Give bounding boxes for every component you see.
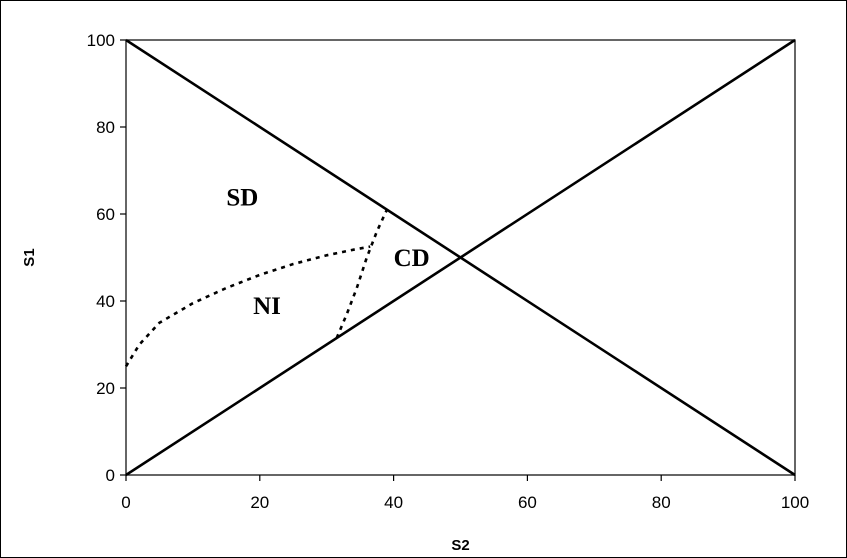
region-label-cd: CD	[394, 245, 430, 272]
plot-border	[125, 39, 796, 476]
region-label-ni: NI	[253, 293, 281, 320]
x-tick-label: 60	[518, 493, 537, 512]
x-tick-label: 40	[384, 493, 403, 512]
y-tick-label: 80	[96, 118, 115, 137]
boundary-dotted-line-2	[124, 245, 371, 367]
y-tick-label: 60	[96, 205, 115, 224]
x-tick-label: 80	[652, 493, 671, 512]
x-axis-title: S2	[451, 537, 469, 554]
annotation-layer: SD CD NI	[226, 184, 429, 320]
x-tick-label: 100	[781, 493, 809, 512]
y-tick-label: 0	[106, 466, 115, 485]
x-tick-label: 20	[250, 493, 269, 512]
plot-area	[125, 39, 796, 476]
series-layer	[124, 38, 796, 477]
axes-layer: 0 20 40 60 80 100 0 20 40 60 80 100	[87, 31, 810, 512]
y-axis-title: S1	[21, 248, 38, 266]
x-tick-label: 0	[121, 493, 130, 512]
boundary-dotted-line-3	[335, 209, 389, 339]
y-tick-label: 20	[96, 379, 115, 398]
y-tick-label: 100	[87, 31, 115, 50]
region-label-sd: SD	[226, 184, 258, 211]
boundary-solid-line-1	[125, 38, 796, 477]
y-tick-label: 40	[96, 292, 115, 311]
